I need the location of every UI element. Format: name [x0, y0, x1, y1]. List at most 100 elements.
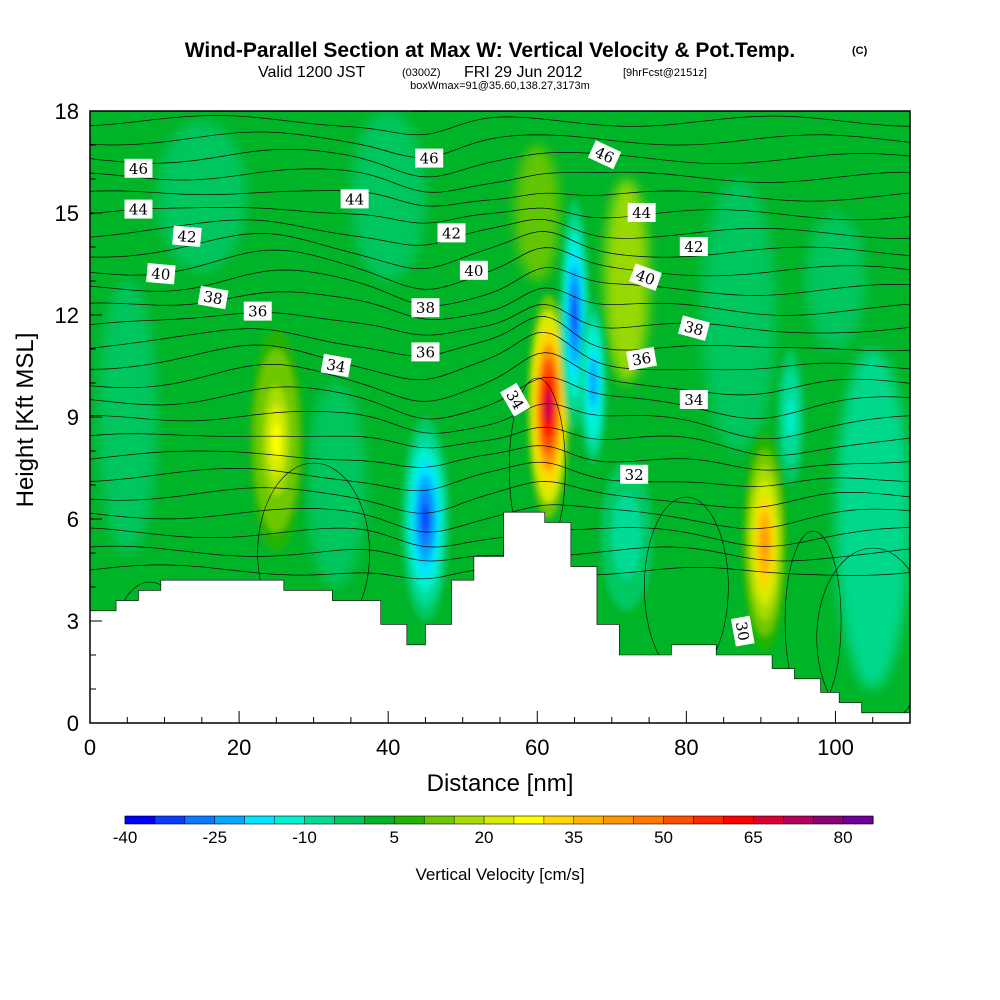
contour-label-text: 36 — [248, 303, 267, 321]
contour-label-box — [411, 298, 440, 318]
y-axis-label: Height [Kft MSL] — [12, 333, 39, 508]
contour-label-box — [340, 189, 369, 209]
y-tick-label: 18 — [55, 99, 79, 124]
colorbar-swatch — [843, 816, 874, 824]
colorbar-swatch — [633, 816, 665, 824]
colorbar-tick-label: 20 — [475, 828, 494, 847]
forecast-date: FRI 29 Jun 2012 — [464, 64, 582, 81]
velocity-cell — [623, 525, 631, 547]
contour-label-text: 36 — [416, 343, 435, 361]
theta-contour-line — [90, 148, 910, 178]
contour-label-box — [437, 223, 466, 243]
velocity-band — [805, 213, 866, 349]
x-tick-label: 60 — [525, 735, 549, 760]
contour-label: 46 — [124, 158, 153, 178]
colorbar-swatch — [364, 816, 395, 824]
colorbar-tick-label: 50 — [654, 828, 673, 847]
colorbar-swatch — [154, 816, 186, 824]
contour-label: 42 — [437, 223, 466, 243]
colorbar-swatch — [783, 816, 814, 824]
copyright-mark: (C) — [852, 45, 868, 57]
theta-contour-line — [90, 426, 910, 457]
contour-label-text: 30 — [732, 620, 753, 642]
velocity-band — [514, 145, 560, 281]
theta-contour-line — [90, 545, 910, 562]
contour-label: 44 — [340, 189, 369, 209]
y-axis: 0 3 6 9 12 15 18 — [55, 99, 102, 736]
contour-label-box — [677, 315, 710, 341]
contour-label: 30 — [730, 615, 755, 647]
theta-contour-line — [90, 481, 910, 514]
theta-contour-line — [90, 168, 910, 193]
contour-label-text: 38 — [416, 299, 435, 317]
x-tick-label: 100 — [817, 735, 854, 760]
colorbar-tick-label: 35 — [564, 828, 583, 847]
velocity-cell — [761, 527, 768, 559]
contour-label: 46 — [415, 148, 444, 168]
y-tick-label: 15 — [55, 201, 79, 226]
chart-title: Wind-Parallel Section at Max W: Vertical… — [185, 39, 796, 62]
forecast-info: [9hrFcst@2151z] — [623, 67, 707, 79]
velocity-band — [835, 349, 910, 689]
contour-label-text: 34 — [684, 391, 703, 409]
colorbar-swatch — [214, 816, 246, 824]
contour-label-text: 42 — [442, 224, 461, 242]
velocity-cell — [271, 422, 281, 460]
contour-label-text: 42 — [684, 238, 703, 256]
theta-contour-line — [90, 461, 910, 492]
colorbar-tick-label: 80 — [834, 828, 853, 847]
contour-label-box — [620, 464, 649, 484]
contour-label: 40 — [459, 260, 488, 280]
theta-contour-line — [90, 190, 910, 207]
contour-label-text: 46 — [420, 150, 439, 168]
utc-time: (0300Z) — [402, 67, 441, 79]
theta-contour-line — [90, 504, 910, 533]
contour-label-text: 46 — [129, 160, 148, 178]
contour-label: 40 — [629, 263, 662, 291]
colorbar-swatch — [424, 816, 455, 824]
theta-contour-line — [90, 131, 910, 158]
y-tick-label: 6 — [67, 507, 79, 532]
colorbar-swatch — [274, 816, 306, 824]
colorbar-swatch — [244, 816, 276, 824]
contour-label-text: 44 — [345, 190, 364, 208]
velocity-band — [604, 179, 650, 383]
x-tick-label: 20 — [227, 735, 251, 760]
colorbar-swatch — [454, 816, 485, 824]
contour-label: 38 — [677, 315, 710, 341]
theta-contour-line — [816, 547, 910, 723]
contour-label-box — [679, 237, 708, 256]
contour-label-box — [172, 225, 202, 247]
theta-contour-line — [90, 445, 910, 471]
theta-contour-line — [90, 303, 910, 336]
box-info: boxWmax=91@35.60,138.27,3173m — [410, 80, 590, 92]
velocity-band — [157, 121, 247, 271]
contour-label-text: 36 — [631, 349, 653, 370]
contour-label: 42 — [172, 225, 202, 247]
colorbar-swatch — [663, 816, 694, 824]
contour-label: 34 — [320, 353, 352, 378]
theta-contour-line — [90, 231, 910, 270]
theta-contour-line — [90, 352, 910, 402]
contour-label-text: 40 — [633, 266, 657, 289]
colorbar-tick-label: 5 — [390, 828, 399, 847]
contour-label-text: 44 — [129, 201, 148, 219]
colorbar-swatch — [693, 816, 724, 824]
colorbar-tick-label: -10 — [292, 828, 317, 847]
x-tick-label: 0 — [84, 735, 96, 760]
contour-label-box — [197, 285, 229, 310]
colorbar-swatch — [394, 816, 425, 824]
velocity-cell — [591, 371, 596, 395]
y-tick-label: 0 — [67, 711, 79, 736]
contour-label-box — [587, 140, 622, 170]
contour-label: 36 — [626, 346, 657, 371]
contour-label: 40 — [146, 263, 176, 285]
x-axis-label: Distance [nm] — [427, 770, 574, 797]
colorbar-swatch — [753, 816, 784, 824]
contour-label-text: 42 — [177, 227, 198, 247]
contour-label-box — [459, 260, 488, 280]
colorbar-swatch — [484, 816, 515, 824]
theta-contour-line — [405, 111, 435, 113]
